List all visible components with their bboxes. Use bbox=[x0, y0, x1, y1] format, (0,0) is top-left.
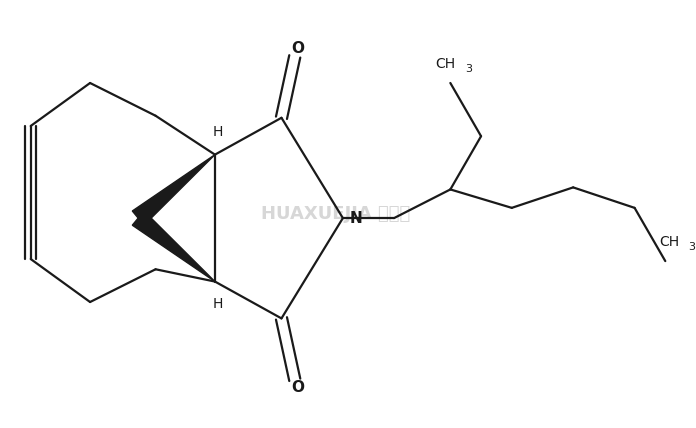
Text: CH: CH bbox=[435, 56, 455, 71]
Text: 3: 3 bbox=[466, 64, 473, 74]
Polygon shape bbox=[132, 211, 215, 282]
Text: 3: 3 bbox=[688, 242, 695, 252]
Text: H: H bbox=[213, 125, 223, 139]
Polygon shape bbox=[132, 155, 215, 225]
Text: O: O bbox=[292, 41, 304, 56]
Text: N: N bbox=[350, 211, 363, 226]
Text: HUAXUEJIA 化学加: HUAXUEJIA 化学加 bbox=[261, 205, 411, 223]
Text: O: O bbox=[292, 380, 304, 395]
Text: H: H bbox=[213, 297, 223, 311]
Text: CH: CH bbox=[659, 235, 679, 249]
